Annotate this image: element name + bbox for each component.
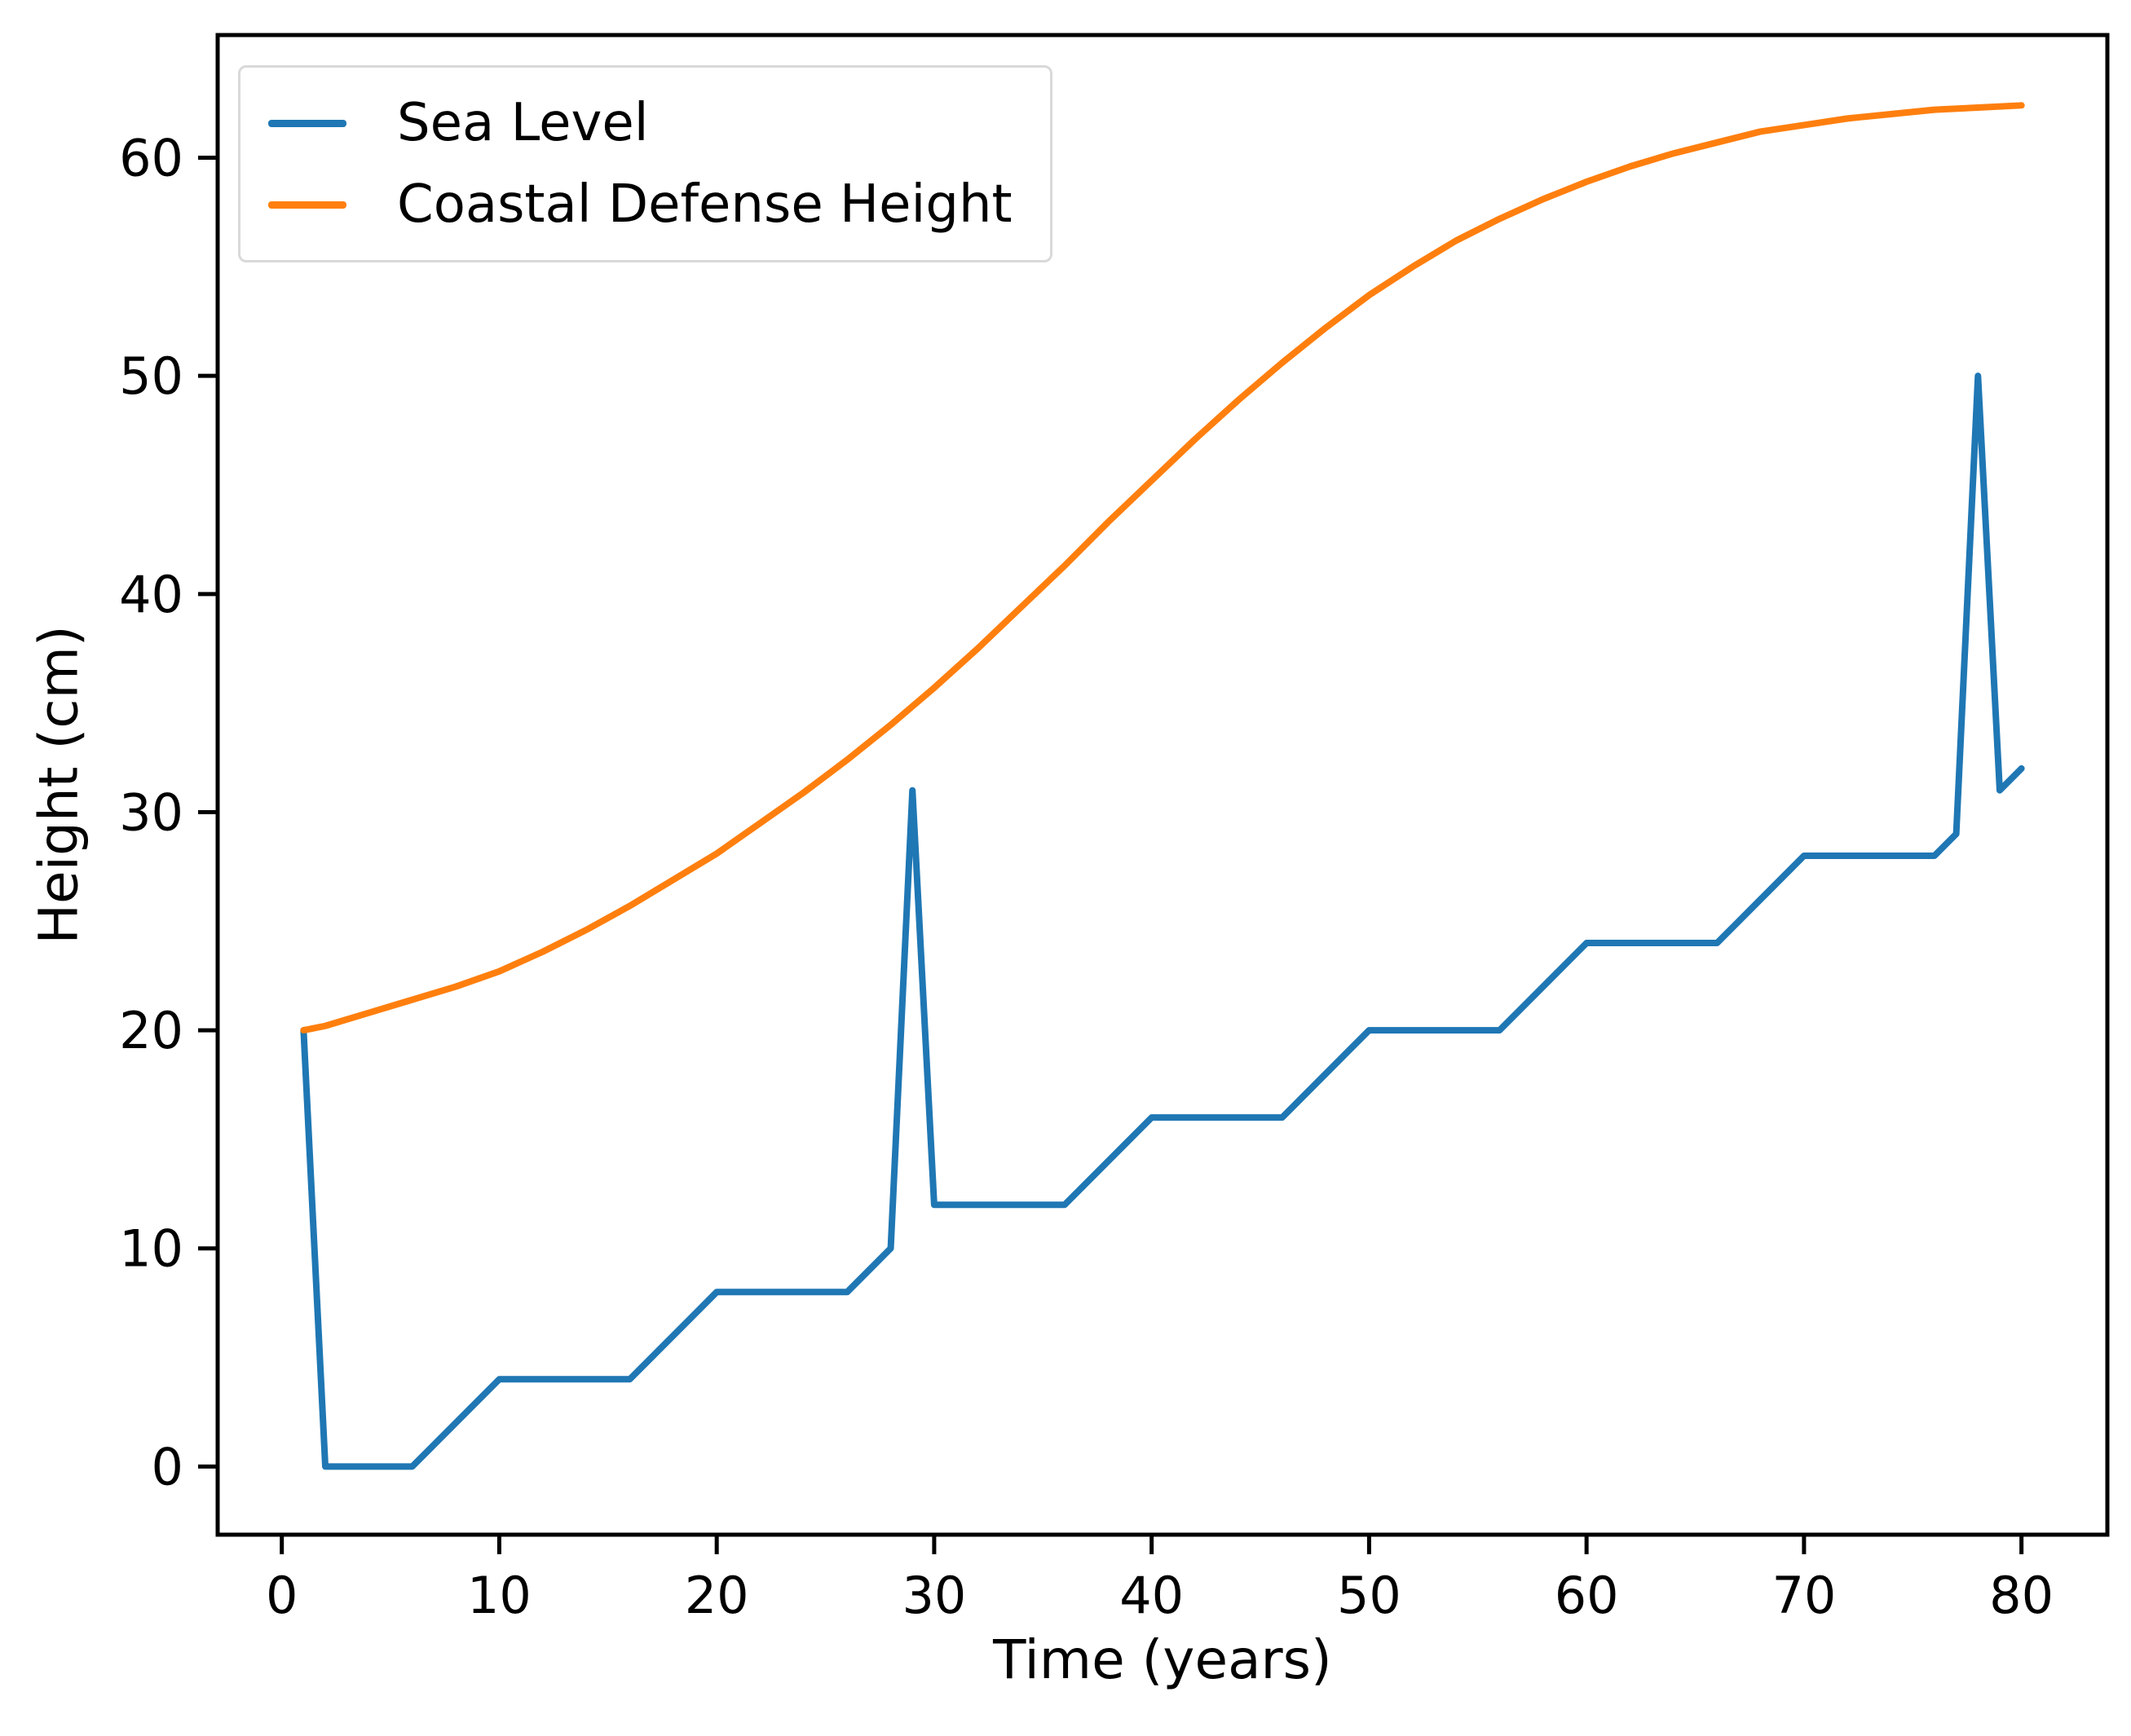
y-tick-label: 50 (119, 346, 183, 406)
y-tick-label: 20 (119, 1001, 183, 1060)
coastal-defense-line-swatch (268, 200, 346, 209)
x-tick-label: 50 (1337, 1566, 1401, 1625)
series-line-coastal-defense (300, 102, 2025, 1034)
y-axis-title: Height (cm) (27, 625, 90, 945)
x-tick-label: 60 (1555, 1566, 1619, 1625)
x-tick-label: 70 (1771, 1566, 1836, 1625)
axes-layer: 0 10 20 30 40 50 60 70 80 0 10 20 30 40 50 60 (119, 33, 2110, 1625)
y-tick-label: 60 (119, 129, 183, 188)
sea-level-line-swatch (268, 119, 346, 127)
legend-item-sea-level: Sea Level (268, 90, 1013, 156)
series-layer (300, 102, 2025, 1470)
legend-item-coastal-defense: Coastal Defense Height (268, 172, 1013, 237)
x-tick-label: 30 (902, 1566, 966, 1625)
y-tick-label: 30 (119, 782, 183, 842)
x-tick-label: 40 (1119, 1566, 1184, 1625)
x-tick-label: 10 (467, 1566, 532, 1625)
legend-label-sea-level: Sea Level (397, 93, 649, 153)
x-tick-label: 0 (266, 1566, 298, 1625)
x-tick-label: 20 (685, 1566, 749, 1625)
y-tick-label: 0 (152, 1437, 183, 1496)
plot-border (215, 33, 2110, 1537)
y-tick-label: 10 (119, 1219, 183, 1279)
legend-label-coastal-defense: Coastal Defense Height (397, 174, 1013, 235)
x-tick-label: 80 (1989, 1566, 2054, 1625)
x-axis-title: Time (years) (993, 1628, 1332, 1691)
y-tick-label: 40 (119, 565, 183, 624)
legend: Sea Level Coastal Defense Height (238, 65, 1052, 262)
series-line-sea-level (300, 372, 2025, 1470)
